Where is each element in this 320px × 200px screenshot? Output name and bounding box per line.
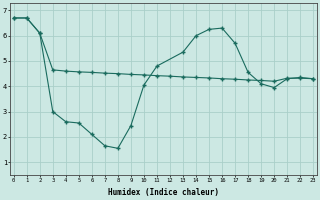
X-axis label: Humidex (Indice chaleur): Humidex (Indice chaleur) [108, 188, 219, 197]
